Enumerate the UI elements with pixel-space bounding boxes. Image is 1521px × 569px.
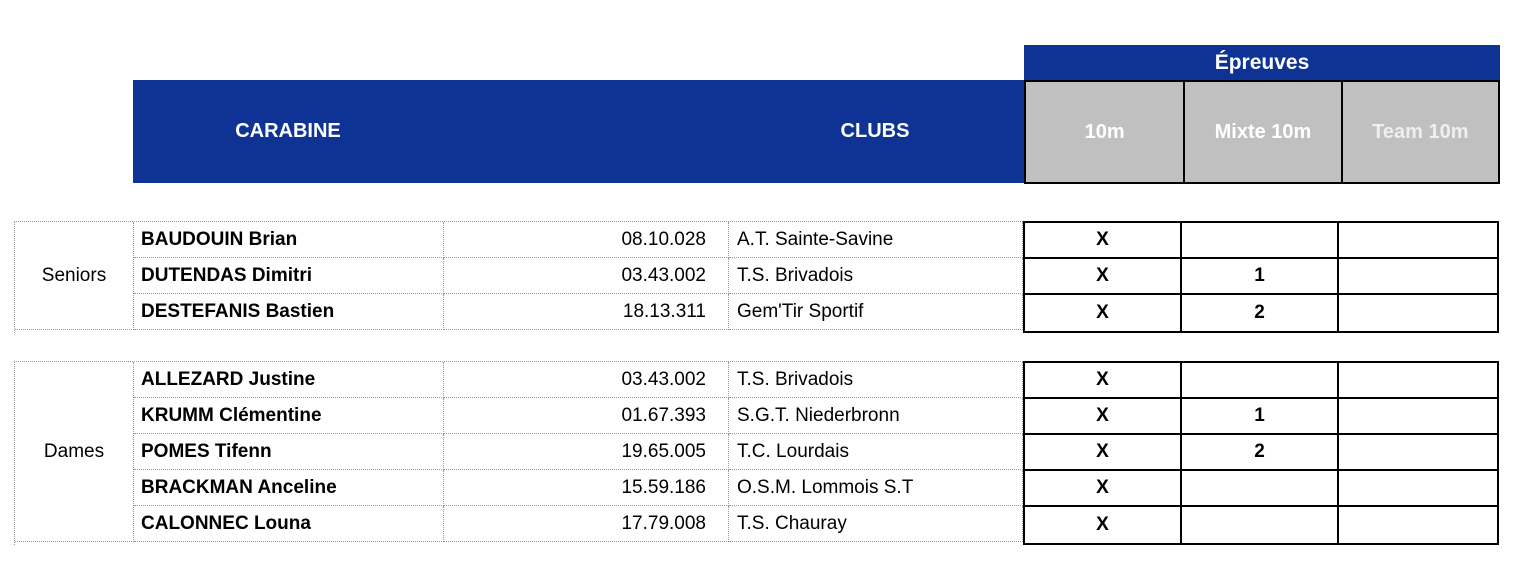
- event-mark-cell: X: [1025, 435, 1182, 471]
- club-name: T.S. Chauray: [729, 506, 1023, 542]
- event-column-header-team-10m: Team 10m: [1340, 82, 1498, 182]
- event-mark-cell: X: [1025, 223, 1182, 259]
- event-column-header-10m: 10m: [1026, 82, 1184, 182]
- club-name: T.S. Brivadois: [729, 258, 1023, 294]
- club-name: S.G.T. Niederbronn: [729, 398, 1023, 434]
- event-empty-cell: [1339, 435, 1497, 471]
- event-mark-cell: 1: [1182, 399, 1339, 435]
- event-empty-cell: [1182, 223, 1339, 259]
- shooter-name: KRUMM Clémentine: [134, 398, 444, 434]
- license-number: 19.65.005: [444, 434, 729, 470]
- group-seniors: Seniors BAUDOUIN Brian 08.10.028 A.T. Saint…: [14, 221, 1499, 333]
- shooter-name: ALLEZARD Justine: [134, 362, 444, 398]
- event-mark-cell: X: [1025, 507, 1182, 543]
- event-empty-cell: [1182, 507, 1339, 543]
- event-mark-cell: X: [1025, 363, 1182, 399]
- event-mark-cell: 1: [1182, 259, 1339, 295]
- club-name: T.C. Lourdais: [729, 434, 1023, 470]
- shooter-name: CALONNEC Louna: [134, 506, 444, 542]
- roster-table-dames: Dames ALLEZARD Justine 03.43.002 T.S. Briva…: [14, 361, 1023, 545]
- event-mark-cell: 2: [1182, 435, 1339, 471]
- event-column-headers: 10m Mixte 10m Team 10m: [1024, 80, 1500, 184]
- event-empty-cell: [1339, 259, 1497, 295]
- carabine-column-header: CARABINE: [235, 120, 341, 142]
- roster-table-seniors: Seniors BAUDOUIN Brian 08.10.028 A.T. Saint…: [14, 221, 1023, 333]
- clubs-column-header: CLUBS: [840, 120, 910, 142]
- shooter-name: DESTEFANIS Bastien: [134, 294, 444, 330]
- club-name: A.T. Sainte-Savine: [729, 222, 1023, 258]
- event-empty-cell: [1339, 295, 1497, 331]
- club-name: O.S.M. Lommois S.T: [729, 470, 1023, 506]
- license-number: 18.13.311: [444, 294, 729, 330]
- event-mark-cell: 2: [1182, 295, 1339, 331]
- event-empty-cell: [1339, 223, 1497, 259]
- event-mark-cell: X: [1025, 471, 1182, 507]
- category-label-seniors: Seniors: [15, 222, 134, 330]
- event-column-header-mixte-10m: Mixte 10m: [1183, 82, 1341, 182]
- shooter-name: BAUDOUIN Brian: [134, 222, 444, 258]
- event-empty-cell: [1182, 363, 1339, 399]
- shooter-name: POMES Tifenn: [134, 434, 444, 470]
- shooter-name: BRACKMAN Anceline: [134, 470, 444, 506]
- carabine-clubs-header-band: CARABINE CLUBS: [133, 80, 1024, 183]
- epreuves-header: Épreuves: [1024, 45, 1500, 80]
- event-empty-cell: [1339, 507, 1497, 543]
- event-empty-cell: [1182, 471, 1339, 507]
- license-number: 08.10.028: [444, 222, 729, 258]
- event-empty-cell: [1339, 471, 1497, 507]
- group-dames: Dames ALLEZARD Justine 03.43.002 T.S. Briva…: [14, 361, 1499, 545]
- event-empty-cell: [1339, 363, 1497, 399]
- category-label-dames: Dames: [15, 362, 134, 542]
- event-mark-cell: X: [1025, 259, 1182, 295]
- club-name: Gem'Tir Sportif: [729, 294, 1023, 330]
- club-name: T.S. Brivadois: [729, 362, 1023, 398]
- license-number: 15.59.186: [444, 470, 729, 506]
- license-number: 03.43.002: [444, 362, 729, 398]
- shooter-name: DUTENDAS Dimitri: [134, 258, 444, 294]
- license-number: 01.67.393: [444, 398, 729, 434]
- event-mark-cell: X: [1025, 295, 1182, 331]
- license-number: 17.79.008: [444, 506, 729, 542]
- event-empty-cell: [1339, 399, 1497, 435]
- event-mark-cell: X: [1025, 399, 1182, 435]
- license-number: 03.43.002: [444, 258, 729, 294]
